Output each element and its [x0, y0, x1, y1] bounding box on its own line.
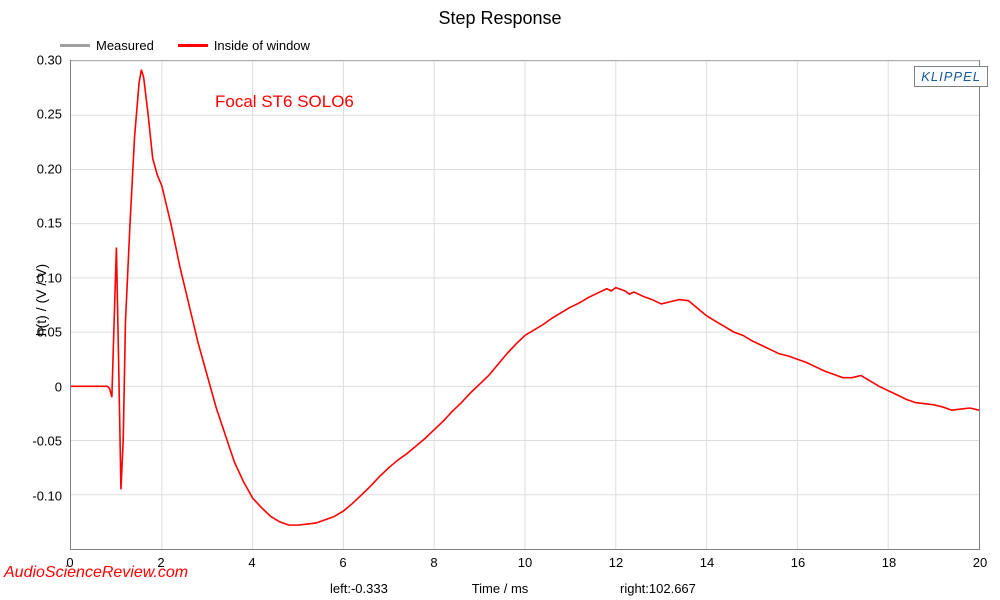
legend-label: Inside of window: [214, 38, 310, 53]
legend-item-measured: Measured: [60, 38, 154, 53]
x-tick-label: 8: [430, 555, 437, 570]
x-tick-label: 20: [973, 555, 987, 570]
data-line: [71, 61, 979, 549]
x-tick-label: 2: [157, 555, 164, 570]
legend-swatch: [178, 44, 208, 47]
y-tick-label: 0: [0, 379, 62, 394]
x-tick-label: 4: [248, 555, 255, 570]
legend-item-inside: Inside of window: [178, 38, 310, 53]
x-tick-label: 10: [518, 555, 532, 570]
annotation-model: Focal ST6 SOLO6: [215, 92, 354, 112]
y-tick-label: 0.30: [0, 53, 62, 68]
x-tick-label: 0: [66, 555, 73, 570]
y-tick-label: 0.05: [0, 325, 62, 340]
x-tick-label: 12: [609, 555, 623, 570]
x-tick-label: 6: [339, 555, 346, 570]
x-axis-label: Time / ms: [472, 581, 529, 596]
y-tick-label: 0.10: [0, 270, 62, 285]
legend: Measured Inside of window: [60, 38, 310, 53]
legend-swatch: [60, 44, 90, 47]
x-tick-label: 14: [700, 555, 714, 570]
plot-area: [70, 60, 980, 550]
legend-label: Measured: [96, 38, 154, 53]
brand-logo: KLIPPEL: [914, 66, 988, 87]
y-tick-label: -0.05: [0, 434, 62, 449]
chart-title: Step Response: [0, 8, 1000, 29]
x-axis-sub-right: right:102.667: [620, 581, 696, 596]
y-tick-label: 0.20: [0, 161, 62, 176]
x-axis-sub-left: left:-0.333: [330, 581, 388, 596]
x-tick-label: 18: [882, 555, 896, 570]
y-tick-label: 0.25: [0, 107, 62, 122]
y-tick-label: 0.15: [0, 216, 62, 231]
x-tick-label: 16: [791, 555, 805, 570]
y-tick-label: -0.10: [0, 488, 62, 503]
